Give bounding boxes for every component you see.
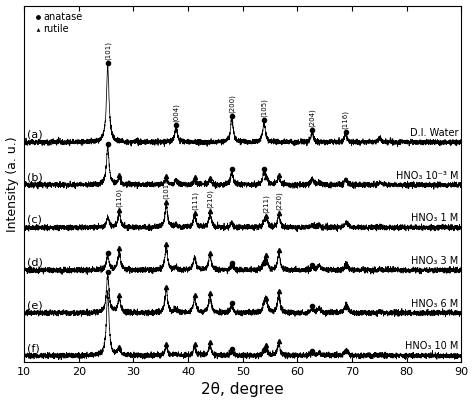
X-axis label: 2θ, degree: 2θ, degree xyxy=(201,382,284,397)
Text: D.I. Water: D.I. Water xyxy=(410,128,459,138)
Text: (200): (200) xyxy=(228,94,235,113)
Text: (a): (a) xyxy=(27,130,43,139)
Text: (105): (105) xyxy=(261,98,267,117)
Text: HNO₃ 6 M: HNO₃ 6 M xyxy=(411,299,459,309)
Text: (211): (211) xyxy=(263,194,270,213)
Y-axis label: Intensity (a. u.): Intensity (a. u.) xyxy=(6,136,18,232)
Text: (101): (101) xyxy=(104,41,111,60)
Text: HNO₃ 1 M: HNO₃ 1 M xyxy=(411,213,459,223)
Text: (d): (d) xyxy=(27,258,43,268)
Text: (116): (116) xyxy=(342,110,349,129)
Text: (f): (f) xyxy=(27,343,40,353)
Legend: anatase, rutile: anatase, rutile xyxy=(33,10,84,36)
Text: HNO₃ 3 M: HNO₃ 3 M xyxy=(411,256,459,266)
Text: (c): (c) xyxy=(27,215,42,225)
Text: HNO₃ 10 M: HNO₃ 10 M xyxy=(405,341,459,351)
Text: (101): (101) xyxy=(163,179,170,199)
Text: (004): (004) xyxy=(173,103,179,122)
Text: (220): (220) xyxy=(275,191,282,210)
Text: (204): (204) xyxy=(309,108,315,127)
Text: (210): (210) xyxy=(207,189,213,208)
Text: (111): (111) xyxy=(191,191,198,210)
Text: HNO₃ 10⁻³ M: HNO₃ 10⁻³ M xyxy=(396,170,459,181)
Text: (e): (e) xyxy=(27,300,43,310)
Text: (b): (b) xyxy=(27,172,43,182)
Text: (110): (110) xyxy=(116,188,122,207)
